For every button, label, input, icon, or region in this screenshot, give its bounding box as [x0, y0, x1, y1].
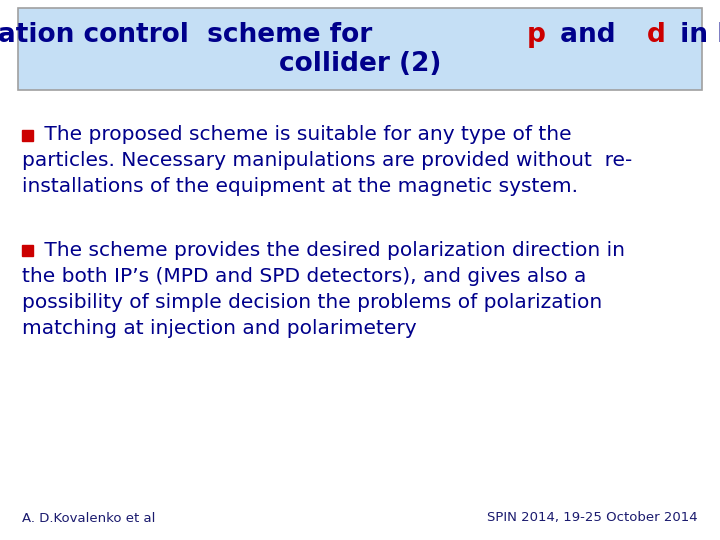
- Text: The scheme provides the desired polarization direction in: The scheme provides the desired polariza…: [38, 240, 625, 260]
- Text: the both IP’s (MPD and SPD detectors), and gives also a: the both IP’s (MPD and SPD detectors), a…: [22, 267, 586, 286]
- FancyBboxPatch shape: [22, 130, 33, 140]
- Text: Polarization control  scheme for: Polarization control scheme for: [0, 22, 382, 48]
- Text: The proposed scheme is suitable for any type of the: The proposed scheme is suitable for any …: [38, 125, 572, 145]
- Text: collider (2): collider (2): [279, 51, 441, 77]
- FancyBboxPatch shape: [22, 245, 33, 255]
- Text: d: d: [647, 22, 665, 48]
- Text: in NICA: in NICA: [671, 22, 720, 48]
- Text: A. D.Kovalenko et al: A. D.Kovalenko et al: [22, 511, 156, 524]
- FancyBboxPatch shape: [18, 8, 702, 90]
- Text: SPIN 2014, 19-25 October 2014: SPIN 2014, 19-25 October 2014: [487, 511, 698, 524]
- Text: p: p: [526, 22, 545, 48]
- Text: matching at injection and polarimetery: matching at injection and polarimetery: [22, 319, 417, 338]
- Text: possibility of simple decision the problems of polarization: possibility of simple decision the probl…: [22, 293, 602, 312]
- Text: particles. Necessary manipulations are provided without  re-: particles. Necessary manipulations are p…: [22, 152, 632, 171]
- Text: installations of the equipment at the magnetic system.: installations of the equipment at the ma…: [22, 178, 578, 197]
- Text: and: and: [551, 22, 625, 48]
